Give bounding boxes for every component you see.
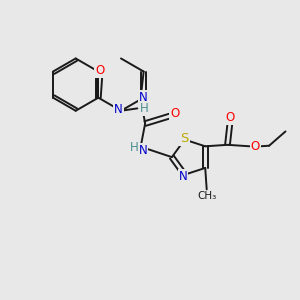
Text: O: O	[250, 140, 260, 153]
Text: H: H	[130, 141, 139, 154]
Text: CH₃: CH₃	[197, 191, 216, 201]
Text: H: H	[140, 102, 148, 115]
Text: S: S	[180, 132, 189, 145]
Text: O: O	[225, 111, 235, 124]
Text: N: N	[179, 169, 188, 183]
Text: O: O	[170, 107, 179, 120]
Text: O: O	[95, 64, 104, 77]
Text: N: N	[139, 91, 148, 104]
Text: N: N	[114, 103, 123, 116]
Text: N: N	[139, 144, 147, 157]
